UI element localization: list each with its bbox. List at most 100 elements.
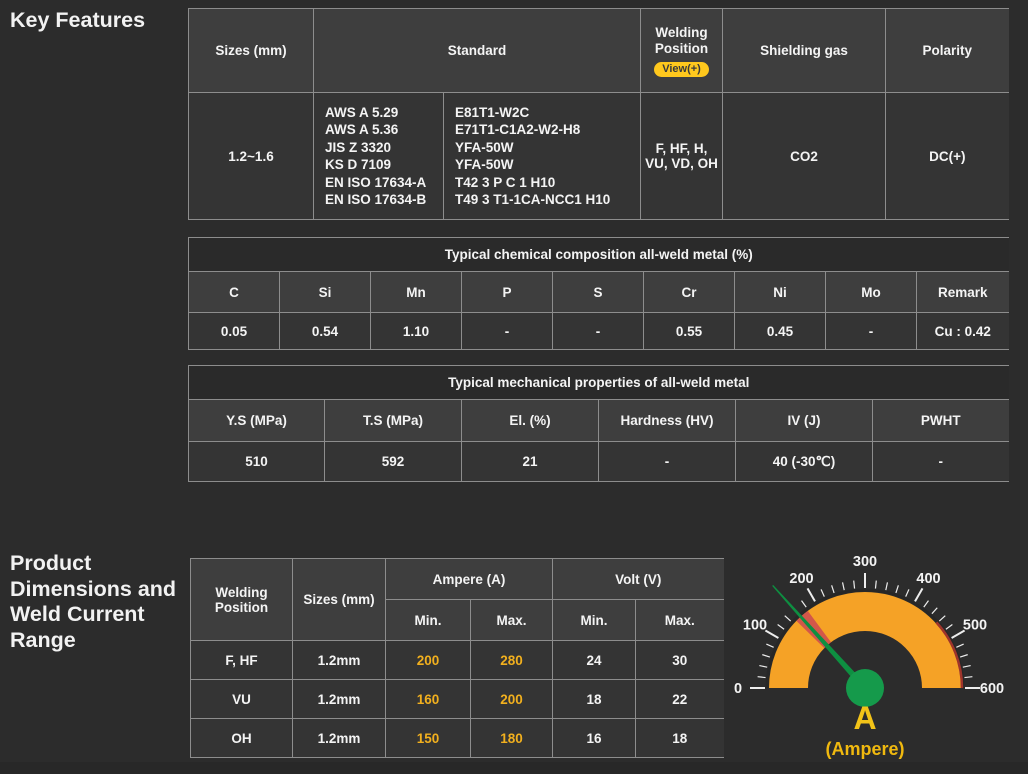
amp-max-cell: 200: [469, 679, 554, 719]
chemical-table-title: Typical chemical composition all-weld me…: [187, 237, 1009, 272]
amp-min-cell: 200: [385, 640, 471, 680]
sizes-value-cell: 1.2~1.6: [188, 92, 314, 220]
bottom-divider: [0, 762, 1028, 774]
amp-min-cell: 160: [385, 679, 471, 719]
mechanical-properties-table: Typical mechanical properties of all-wel…: [187, 365, 1009, 482]
gauge-tick-label: 400: [916, 571, 940, 587]
mechanical-table-title: Typical mechanical properties of all-wel…: [187, 365, 1009, 400]
standard-org: AWS A 5.36: [325, 122, 399, 137]
mech-value-cell: 21: [461, 441, 599, 482]
mechanical-value-row: 510 592 21 - 40 (-30℃) -: [188, 441, 1009, 482]
standard-org: EN ISO 17634-B: [325, 192, 427, 207]
mech-col-header: PWHT: [871, 399, 1009, 442]
chem-remark-cell: Cu : 0.42: [915, 312, 1009, 350]
view-position-button[interactable]: View(+): [654, 61, 709, 77]
mechanical-title-row: Typical mechanical properties of all-wel…: [187, 365, 1009, 400]
volt-max-header: Max.: [635, 599, 724, 641]
current-row-vu: VU 1.2mm 160 200 18 22: [190, 679, 724, 719]
key-features-heading: Key Features: [10, 8, 146, 32]
standard-codes-cell: E81T1-W2C E71T1-C1A2-W2-H8 YFA-50W YFA-5…: [442, 92, 642, 220]
ampere-max-header: Max.: [469, 599, 554, 641]
chem-col-header: C: [188, 271, 280, 313]
chem-value-cell: 1.10: [370, 312, 462, 350]
standard-code: T49 3 T1-1CA-NCC1 H10: [455, 192, 611, 207]
volt-min-cell: 16: [552, 718, 637, 758]
chem-col-header: Mn: [370, 271, 462, 313]
current-row-oh: OH 1.2mm 150 180 16 18: [190, 718, 724, 758]
standard-org: KS D 7109: [325, 157, 392, 172]
chem-value-cell: 0.45: [734, 312, 826, 350]
gauge-tick-label: 500: [963, 618, 987, 634]
chemical-header-row: C Si Mn P S Cr Ni Mo Remark: [188, 271, 1009, 313]
amp-max-cell: 180: [469, 718, 554, 758]
welding-position-header-label: Welding Position: [654, 24, 709, 56]
chem-col-header: Si: [279, 271, 371, 313]
mech-col-header: Y.S (MPa): [188, 399, 325, 442]
mech-value-cell: -: [598, 441, 736, 482]
standard-orgs-cell: AWS A 5.29 AWS A 5.36 JIS Z 3320 KS D 71…: [313, 92, 444, 220]
chem-col-header: S: [552, 271, 644, 313]
current-range-table: Welding Position Sizes (mm) Ampere (A) V…: [190, 558, 724, 758]
volt-max-cell: 18: [635, 718, 724, 758]
mech-col-header: El. (%): [461, 399, 599, 442]
standard-org: AWS A 5.29: [325, 104, 399, 120]
ampere-gauge: 0 100 200 300 400 500 600 A (Ampere): [717, 540, 1017, 774]
chem-col-header: Remark: [915, 271, 1009, 313]
position-cell: OH: [190, 718, 293, 758]
shielding-gas-header-label: Shielding gas: [760, 43, 848, 58]
standard-code: YFA-50W: [455, 139, 514, 155]
volt-min-cell: 24: [552, 640, 637, 680]
chem-value-cell: -: [461, 312, 553, 350]
spec-col-sizes: Sizes (mm): [188, 8, 314, 93]
gauge-tick-label: 200: [789, 571, 813, 587]
chem-col-header: Mo: [825, 271, 917, 313]
mech-col-header: Hardness (HV): [598, 399, 736, 442]
amp-min-cell: 150: [385, 718, 471, 758]
gauge-tick-label: 600: [980, 681, 1004, 697]
mech-value-cell: -: [871, 441, 1009, 482]
volt-min-header: Min.: [552, 599, 637, 641]
spec-header-row: Sizes (mm) Standard Welding Position Vie…: [188, 8, 1009, 93]
size-cell: 1.2mm: [292, 640, 386, 680]
chem-value-cell: -: [825, 312, 917, 350]
position-cell: F, HF: [190, 640, 293, 680]
chemical-composition-table: Typical chemical composition all-weld me…: [187, 237, 1009, 350]
gauge-dial: 0 100 200 300 400 500 600: [734, 554, 1004, 707]
volt-max-cell: 30: [635, 640, 724, 680]
polarity-value-cell: DC(+): [885, 92, 1009, 220]
spec-table: Sizes (mm) Standard Welding Position Vie…: [188, 8, 1009, 220]
chemical-title-row: Typical chemical composition all-weld me…: [187, 237, 1009, 272]
chem-col-header: P: [461, 271, 553, 313]
spec-col-welding-position: Welding Position View(+): [640, 8, 724, 93]
standard-code: E81T1-W2C: [455, 104, 530, 120]
spec-data-row: 1.2~1.6 AWS A 5.29 AWS A 5.36 JIS Z 3320…: [188, 92, 1009, 220]
volt-max-cell: 22: [635, 679, 724, 719]
gauge-tick-label: 100: [743, 618, 767, 634]
position-cell: VU: [190, 679, 293, 719]
standard-header-label: Standard: [447, 43, 507, 58]
standard-org: JIS Z 3320: [325, 139, 392, 155]
mech-col-header: IV (J): [735, 399, 873, 442]
size-cell: 1.2mm: [292, 718, 386, 758]
gauge-tick-label: 0: [734, 681, 742, 697]
size-cell: 1.2mm: [292, 679, 386, 719]
spec-col-standard: Standard: [312, 8, 642, 93]
chemical-value-row: 0.05 0.54 1.10 - - 0.55 0.45 - Cu : 0.42: [188, 312, 1009, 350]
spec-col-shielding-gas: Shielding gas: [722, 8, 887, 93]
spec-col-polarity: Polarity: [885, 8, 1009, 93]
ampere-min-header: Min.: [385, 599, 471, 641]
current-header-row-1: Welding Position Sizes (mm) Ampere (A) V…: [190, 558, 724, 641]
standard-code: YFA-50W: [455, 157, 514, 172]
amp-max-cell: 280: [469, 640, 554, 680]
chem-col-header: Cr: [643, 271, 735, 313]
shielding-gas-value-cell: CO2: [722, 92, 887, 220]
mech-col-header: T.S (MPa): [324, 399, 462, 442]
mechanical-header-row: Y.S (MPa) T.S (MPa) El. (%) Hardness (HV…: [188, 399, 1009, 442]
standard-code: T42 3 P C 1 H10: [455, 174, 556, 190]
gauge-unit-label: A: [853, 700, 877, 736]
standard-code: E71T1-C1A2-W2-H8: [455, 122, 581, 137]
product-dimensions-heading: Product Dimensions and Weld Current Rang…: [10, 551, 177, 652]
chem-value-cell: 0.55: [643, 312, 735, 350]
current-row-fhf: F, HF 1.2mm 200 280 24 30: [190, 640, 724, 680]
current-col-welding-position: Welding Position: [190, 558, 293, 641]
